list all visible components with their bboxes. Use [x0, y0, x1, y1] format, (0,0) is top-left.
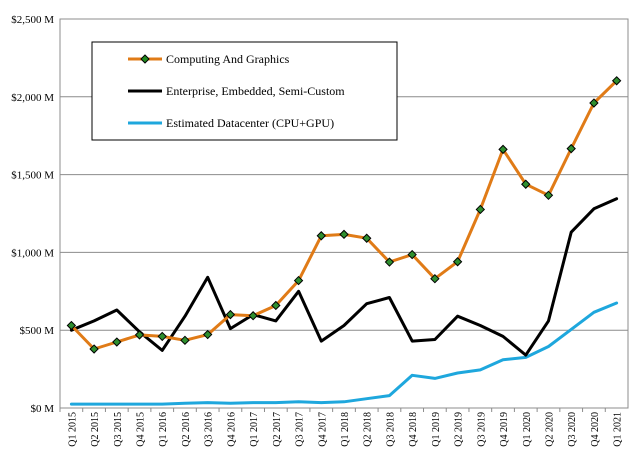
series-markers: [66, 76, 622, 354]
data-point-computing: [293, 275, 304, 286]
legend-item-computing: Computing And Graphics: [128, 52, 290, 66]
x-tick-label: Q1 2020: [522, 412, 533, 447]
data-point-computing: [248, 311, 258, 321]
data-point-computing: [112, 337, 122, 347]
x-tick-label: Q1 2021: [613, 412, 624, 447]
series-line-datacenter: [69, 301, 619, 406]
legend-item-datacenter: Estimated Datacenter (CPU+GPU): [128, 116, 334, 130]
legend-label-computing: Computing And Graphics: [166, 52, 290, 66]
data-point-computing: [89, 344, 99, 354]
x-tick-label: Q2 2015: [90, 412, 101, 447]
y-tick-label: $1,500 M: [11, 170, 54, 182]
x-tick-label: Q1 2016: [158, 412, 169, 447]
data-point-computing: [521, 179, 531, 189]
data-point-computing: [202, 329, 213, 340]
x-tick-label: Q4 2020: [590, 412, 601, 447]
x-tick-label: Q4 2018: [408, 412, 419, 447]
data-point-computing: [225, 309, 236, 320]
x-tick-label: Q3 2018: [385, 412, 396, 447]
data-point-computing: [498, 144, 508, 155]
data-point-computing: [543, 190, 554, 201]
data-point-computing: [452, 257, 463, 267]
data-point-computing: [611, 76, 622, 86]
x-tick-label: Q3 2017: [295, 412, 306, 447]
data-point-computing: [407, 249, 417, 260]
data-point-computing: [475, 204, 486, 215]
data-point-computing: [339, 229, 349, 240]
data-point-computing: [271, 300, 281, 311]
y-tick-label: $2,500 M: [11, 14, 54, 26]
x-tick-label: Q1 2019: [431, 412, 442, 447]
legend-item-enterprise: Enterprise, Embedded, Semi-Custom: [128, 84, 345, 98]
plot-frame: [59, 18, 629, 409]
data-point-computing: [316, 231, 326, 241]
x-tick-label: Q2 2019: [454, 412, 465, 447]
y-tick-label: $0 M: [30, 403, 54, 415]
x-tick-label: Q4 2015: [136, 412, 147, 447]
y-tick-label: $1,000 M: [11, 247, 54, 259]
x-tick-label: Q1 2017: [249, 412, 260, 447]
legend-label-enterprise: Enterprise, Embedded, Semi-Custom: [166, 84, 345, 98]
y-tick-label: $2,000 M: [11, 92, 54, 104]
x-tick-label: Q2 2018: [363, 412, 374, 447]
x-tick-label: Q3 2015: [113, 412, 124, 447]
x-tick-label: Q2 2020: [544, 412, 555, 447]
data-point-computing: [384, 257, 395, 267]
x-tick-label: Q4 2019: [499, 412, 510, 447]
x-tick-label: Q2 2016: [181, 412, 192, 447]
data-point-computing: [180, 335, 190, 346]
x-tick-label: Q4 2016: [226, 412, 237, 447]
x-axis-tick-labels: Q1 2015 Q2 2015 Q3 2015 Q4 2015 Q1 2016 Q2 20…: [67, 412, 623, 447]
axes: [59, 18, 629, 412]
x-tick-label: Q4 2017: [317, 412, 328, 447]
series-line-enterprise: [69, 197, 619, 357]
x-tick-label: Q3 2019: [476, 412, 487, 447]
data-point-computing: [589, 98, 599, 108]
y-tick-label: $500 M: [19, 325, 54, 337]
y-axis-tick-labels: $0 M $500 M $1,000 M $1,500 M $2,000 M $2,500…: [11, 14, 54, 415]
data-point-computing: [566, 143, 576, 154]
legend: Computing And Graphics Enterprise, Embed…: [91, 41, 398, 141]
x-tick-label: Q1 2018: [340, 412, 351, 447]
x-tick-label: Q1 2015: [67, 412, 78, 447]
legend-label-datacenter: Estimated Datacenter (CPU+GPU): [166, 116, 334, 130]
data-point-computing: [362, 233, 372, 243]
data-point-computing: [134, 330, 145, 340]
x-tick-label: Q2 2017: [272, 412, 283, 447]
x-tick-label: Q3 2020: [567, 412, 578, 447]
x-tick-label: Q3 2016: [204, 412, 215, 447]
data-point-computing: [430, 273, 440, 284]
data-point-computing: [157, 331, 167, 342]
legend-marker-computing: [140, 54, 150, 64]
data-point-computing: [66, 320, 77, 331]
